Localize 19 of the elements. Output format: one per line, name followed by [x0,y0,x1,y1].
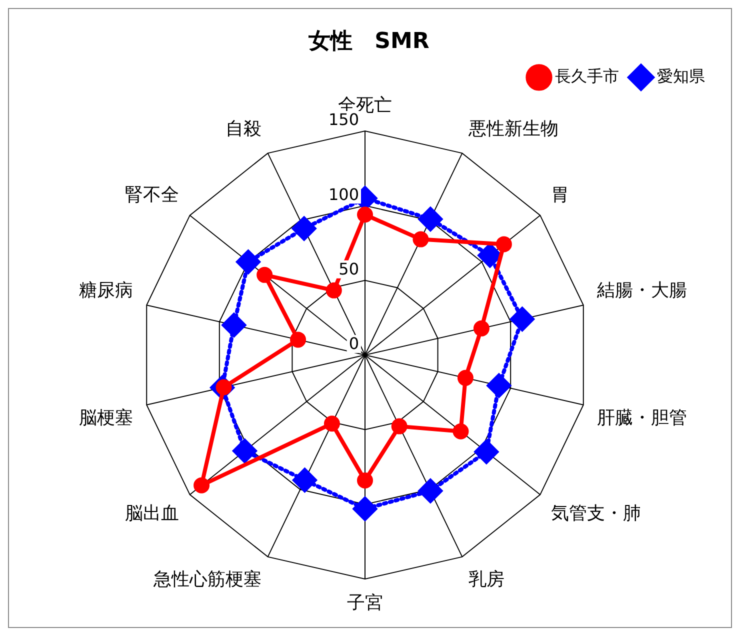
spoke-label: 脳出血 [124,502,179,524]
spoke-label: 急性心筋梗塞 [152,568,262,590]
spoke-label: 乳房 [468,568,504,590]
spoke-label: 悪性新生物 [467,118,558,140]
spoke-label: 結腸・大腸 [596,280,688,301]
y-tick-label: 0 [348,334,359,354]
y-tick-label: 50 [338,259,359,278]
spoke-label: 子宮 [347,592,383,614]
spoke-label: 自殺 [226,118,262,140]
spoke-label: 脳梗塞 [78,407,133,428]
legend-label: 長久手市 [555,66,619,86]
spoke-label: 肝臓・胆管 [597,407,688,428]
y-tick-label: 100 [328,184,359,204]
spoke-label: 糖尿病 [78,280,133,301]
legend-label: 愛知県 [657,66,705,86]
chart-title: 女性 SMR [308,28,430,54]
spoke-label: 気管支・肺 [551,502,642,524]
spoke-label: 腎不全 [124,184,179,206]
spoke-label: 胃 [551,184,570,206]
